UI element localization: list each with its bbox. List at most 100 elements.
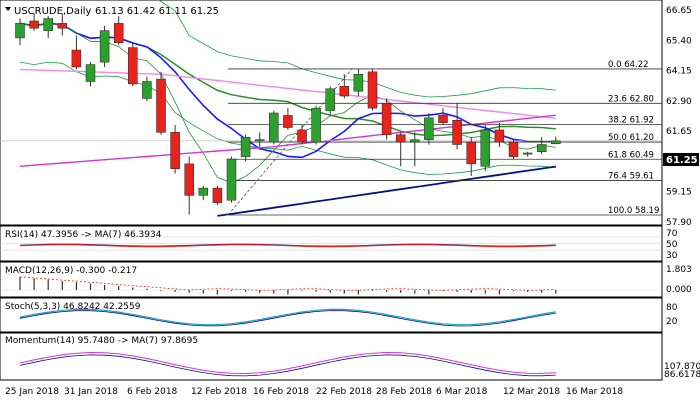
fib-level-label: 76.4 59.61 [608,172,654,182]
candle-body[interactable] [381,103,392,136]
candle-body[interactable] [113,23,124,44]
candle-body[interactable] [438,115,448,123]
candle-body[interactable] [170,132,180,169]
stoch-d-line [19,310,556,327]
candle-body[interactable] [254,139,265,142]
momentum-panel[interactable] [0,332,663,381]
price-tick-57.90: 57.90 [666,218,692,228]
mom-tick-low: 86.6178 [664,370,700,380]
price-panel[interactable] [0,0,663,226]
price-tick-61.65: 61.65 [666,127,692,137]
fib-level-label: 100.0 58.19 [608,206,659,216]
rsi-tick-50: 50 [666,240,678,250]
candle-body[interactable] [15,23,25,39]
rsi-ma-line [19,244,556,248]
stoch-k-line [19,308,556,326]
price-tick-62.90: 62.90 [666,97,692,107]
collapse-triangle-icon[interactable] [5,7,11,11]
rsi-tick-70: 70 [666,229,678,239]
candle-body[interactable] [29,20,39,29]
fib-level-label: 38.2 61.92 [608,116,654,126]
momentum-ma-line [19,354,556,377]
rsi-tick-30: 30 [666,251,678,261]
candle-body[interactable] [395,134,406,143]
fib-trendline [227,68,353,216]
fib-level-label: 50.0 61.20 [608,133,654,143]
mom-tick-high: 107.8703 [664,362,700,372]
candle-body[interactable] [226,158,237,201]
bollinger-upper-band [157,0,556,98]
time-label: 6 Mar 2018 [436,387,488,397]
price-tick-65.40: 65.40 [666,36,692,46]
candle-body[interactable] [353,73,364,92]
candle-body[interactable] [142,81,152,99]
macd-signal-line [19,276,556,291]
candle-body[interactable] [452,120,462,145]
stoch-label: Stoch(5,3,3) 46.8242 42.2559 [5,302,141,312]
candle-body[interactable] [43,18,53,31]
price-tick-66.65: 66.65 [666,6,692,16]
candle-body[interactable] [508,141,519,157]
candle-body[interactable] [57,23,68,29]
macd-label: MACD(12,26,9) -0.300 -0.217 [5,266,137,276]
candle-body[interactable] [128,47,138,85]
candle-body[interactable] [367,71,378,109]
stoch-panel[interactable] [0,297,663,333]
time-label: 28 Feb 2018 [376,387,432,397]
candle-body[interactable] [480,129,491,167]
chart-ohlc: 61.13 61.42 61.11 61.25 [95,6,219,17]
macd-panel[interactable] [0,261,663,298]
bollinger-lower-band [19,61,556,175]
momentum-line [19,351,556,375]
time-label: 6 Feb 2018 [127,387,178,397]
chart-symbol: USCRUDE,Daily [14,6,91,17]
candle-body[interactable] [184,163,194,196]
momentum-label: Momentum(14) 95.7480 -> MA(7) 97.8695 [5,336,198,346]
time-label: 12 Mar 2018 [503,387,560,397]
time-label: 31 Jan 2018 [64,387,118,397]
price-tick-64.15: 64.15 [666,67,692,77]
price-tick-59.15: 59.15 [666,188,692,198]
candle-body[interactable] [410,139,420,143]
fib-level-label: 61.8 60.49 [608,150,654,160]
time-label: 16 Feb 2018 [253,387,309,397]
candle-body[interactable] [551,140,561,145]
macd-tick-zero: 0.000 [666,285,692,295]
fib-level-label: 0.0 64.22 [608,60,649,70]
candle-body[interactable] [522,152,533,155]
candle-body[interactable] [212,187,223,203]
candle-body[interactable] [85,64,96,82]
time-label: 25 Jan 2018 [5,387,59,397]
sma-violet-line [19,114,556,167]
macd-tick-high: 1.803 [666,265,692,275]
candle-body[interactable] [240,136,251,157]
candlesticks [15,13,561,215]
candle-body[interactable] [283,115,293,128]
fib-level-label: 23.6 62.80 [608,94,654,104]
time-label: 16 Mar 2018 [566,387,623,397]
price-badge [663,153,699,166]
candle-body[interactable] [339,86,350,97]
fibonacci-retracement: 0.0 64.22 23.6 62.80 38.2 61.92 50.0 61.20 6… [227,60,662,216]
rsi-label: RSI(14) 47.3956 -> MA(7) 46.3934 [5,230,162,240]
candle-body[interactable] [71,49,82,68]
sma-navy-line [217,165,556,217]
candle-body[interactable] [269,112,279,143]
candle-body[interactable] [198,187,209,196]
candle-body[interactable] [99,30,110,63]
candle-body[interactable] [311,107,321,143]
time-axis: 25 Jan 2018 31 Jan 2018 6 Feb 2018 12 Feb 2… [5,387,623,397]
candle-body[interactable] [297,129,307,143]
candle-body[interactable] [325,88,335,111]
candle-body[interactable] [494,129,505,143]
candle-body[interactable] [466,141,476,165]
time-label: 22 Feb 2018 [316,387,372,397]
price-badge-text: 61.25 [666,155,698,166]
sma-pink-line [19,68,556,119]
candle-body[interactable] [156,78,166,133]
stoch-tick-80: 80 [666,303,678,313]
candle-body[interactable] [424,117,434,140]
candle-body[interactable] [536,144,547,153]
